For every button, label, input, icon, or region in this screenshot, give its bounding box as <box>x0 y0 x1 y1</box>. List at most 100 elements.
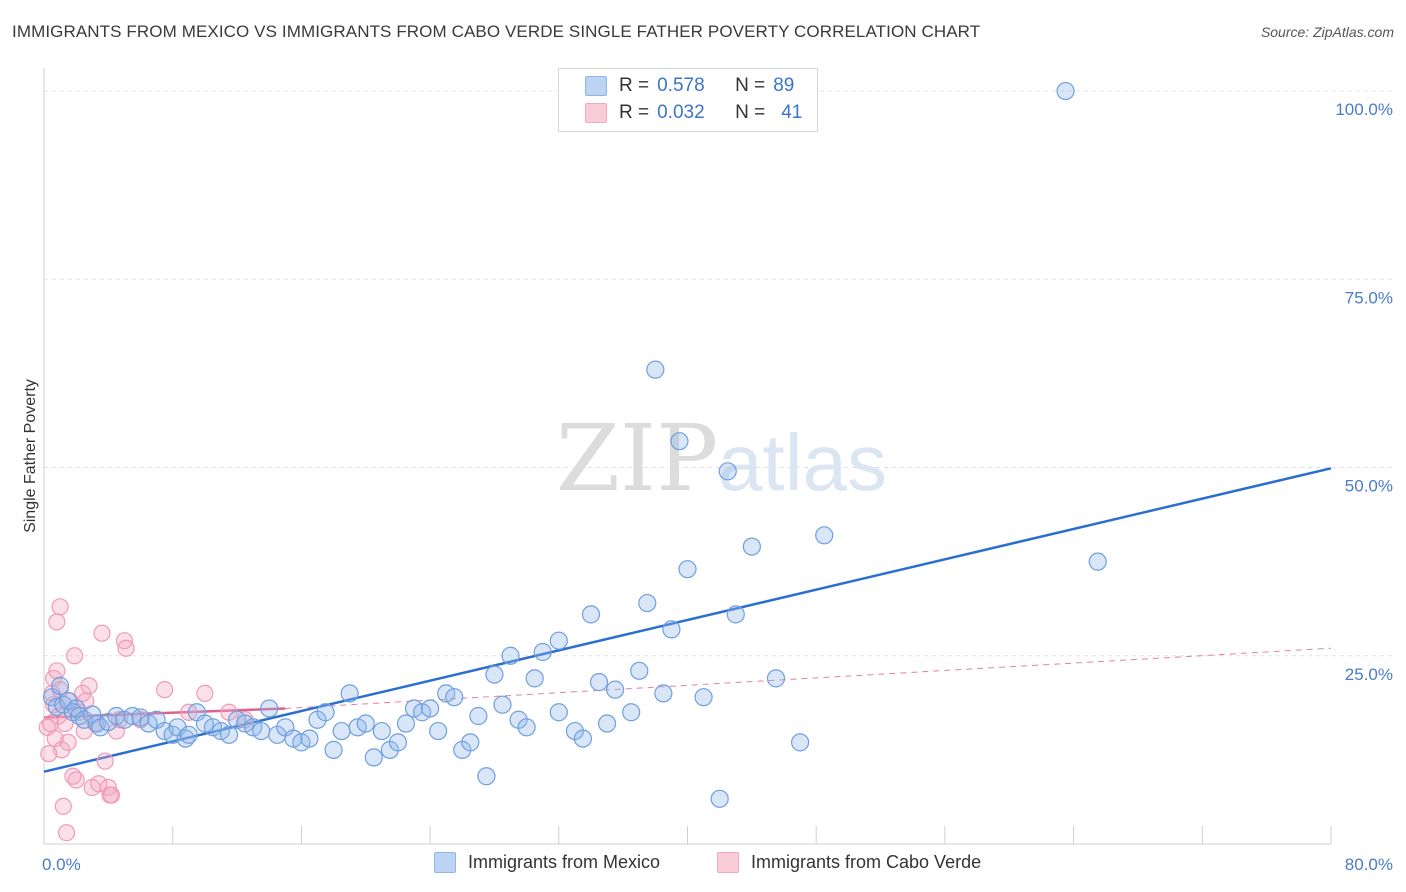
point-mexico <box>678 560 697 579</box>
chart-title: IMMIGRANTS FROM MEXICO VS IMMIGRANTS FRO… <box>12 22 981 41</box>
point-mexico <box>581 605 601 624</box>
point-cabo-verde <box>54 797 72 815</box>
point-mexico <box>356 714 375 733</box>
point-cabo-verde <box>45 696 63 714</box>
point-mexico <box>742 537 761 556</box>
point-mexico <box>372 721 391 741</box>
point-mexico <box>694 688 713 707</box>
legend-r-label: R = <box>619 102 650 123</box>
point-cabo-verde <box>117 639 135 657</box>
point-cabo-verde <box>65 647 84 665</box>
point-mexico <box>493 695 512 714</box>
point-mexico <box>501 646 520 665</box>
x-tick-labels: 0.0% 80.0% <box>42 855 1393 874</box>
y-tick-label: 50.0% <box>1345 477 1393 496</box>
point-mexico <box>638 593 657 613</box>
legend-item-mexico: Immigrants from Mexico <box>434 852 660 873</box>
point-mexico <box>662 620 681 639</box>
legend-n-value: 41 <box>781 102 803 123</box>
point-mexico <box>630 661 649 680</box>
legend-swatch-mexico <box>434 852 456 873</box>
points-mexico <box>42 81 1107 808</box>
legend-row-mexico: R = 0.578 N = 89 <box>585 74 794 98</box>
axes <box>43 68 1332 845</box>
point-cabo-verde <box>57 824 76 842</box>
point-mexico <box>469 706 488 726</box>
point-cabo-verde <box>51 598 69 616</box>
point-mexico <box>477 767 496 786</box>
point-cabo-verde <box>196 684 214 703</box>
trendline-cabo-verde-extension <box>285 647 1332 709</box>
point-mexico <box>324 740 343 759</box>
source-credit: Source: ZipAtlas.com <box>1260 24 1394 40</box>
watermark: ZIP atlas <box>556 405 887 512</box>
legend-n-label: N = <box>735 75 766 96</box>
point-cabo-verde <box>48 613 66 631</box>
point-mexico <box>83 705 102 724</box>
point-mexico <box>1056 81 1075 101</box>
y-tick-label: 75.0% <box>1345 288 1393 307</box>
y-axis-label: Single Father Poverty <box>22 379 39 533</box>
legend-item-cabo-verde: Immigrants from Cabo Verde <box>717 852 981 873</box>
point-mexico <box>766 669 786 688</box>
legend-r-label: R = <box>619 75 650 96</box>
x-tick-label: 0.0% <box>42 855 81 874</box>
point-mexico <box>260 699 279 718</box>
point-mexico <box>445 688 464 707</box>
point-mexico <box>606 680 625 699</box>
point-cabo-verde <box>80 677 98 695</box>
point-mexico <box>300 729 319 748</box>
gridlines <box>44 90 1392 657</box>
point-mexico <box>654 684 673 703</box>
point-mexico <box>429 721 448 741</box>
point-mexico <box>461 733 480 752</box>
point-mexico <box>316 703 335 722</box>
legend-swatch-cabo-verde <box>717 852 739 873</box>
point-cabo-verde <box>59 733 77 751</box>
y-tick-labels: 25.0% 50.0% 75.0% 100.0% <box>1335 100 1393 684</box>
series-legend: Immigrants from Mexico Immigrants from C… <box>0 852 1406 876</box>
legend-label-mexico: Immigrants from Mexico <box>468 852 661 872</box>
point-mexico <box>50 676 70 695</box>
point-mexico <box>597 714 617 733</box>
point-mexico <box>332 721 351 741</box>
point-mexico <box>525 669 544 688</box>
legend-label-cabo-verde: Immigrants from Cabo Verde <box>751 852 982 872</box>
point-cabo-verde <box>67 771 85 789</box>
point-mexico <box>589 673 609 692</box>
point-mexico <box>1088 552 1107 571</box>
watermark-atlas: atlas <box>718 418 887 507</box>
point-mexico <box>485 665 504 684</box>
legend-n-label: N = <box>735 102 766 123</box>
correlation-legend: R = 0.578 N = 89 R = 0.032 N = 41 <box>558 68 818 132</box>
point-cabo-verde <box>40 745 58 763</box>
point-mexico <box>219 725 239 744</box>
point-mexico <box>388 733 408 752</box>
x-tick-label: 80.0% <box>1345 855 1393 874</box>
point-mexico <box>718 462 737 481</box>
point-mexico <box>533 642 552 662</box>
point-mexico <box>364 748 383 767</box>
legend-swatch-mexico <box>585 76 607 96</box>
point-cabo-verde <box>93 624 111 642</box>
legend-r-value: 0.032 <box>657 102 705 123</box>
y-tick-label: 25.0% <box>1345 665 1393 684</box>
point-mexico <box>573 729 593 748</box>
legend-swatch-cabo-verde <box>585 103 607 123</box>
point-mexico <box>252 721 271 741</box>
point-mexico <box>340 684 359 703</box>
point-mexico <box>710 789 729 808</box>
point-mexico <box>815 526 834 545</box>
point-mexico <box>517 718 536 737</box>
point-cabo-verde <box>102 786 121 804</box>
point-mexico <box>179 725 198 744</box>
point-mexico <box>791 733 810 752</box>
legend-row-cabo-verde: R = 0.032 N = 41 <box>585 101 802 125</box>
point-mexico <box>726 605 745 624</box>
watermark-zip: ZIP <box>556 405 718 512</box>
point-cabo-verde <box>90 775 108 793</box>
point-mexico <box>622 703 641 722</box>
point-mexico <box>549 703 568 722</box>
y-tick-label: 100.0% <box>1335 100 1393 119</box>
